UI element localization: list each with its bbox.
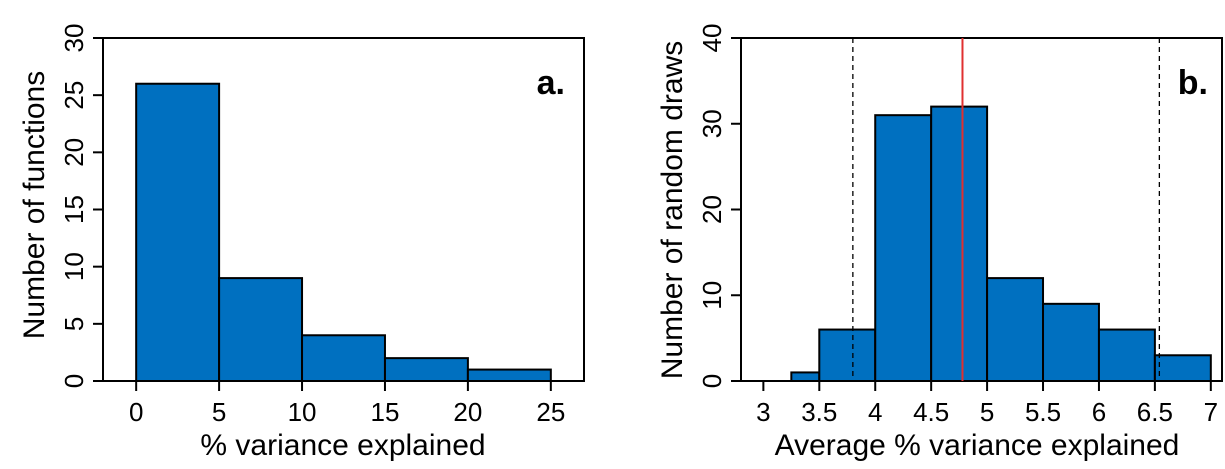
- x-tick-label-b-1: 3.5: [801, 397, 837, 427]
- y-tick-label-b-4: 40: [697, 24, 727, 53]
- bar-b-1: [790, 371, 821, 382]
- y-tick-label-b-0: 0: [697, 374, 727, 388]
- bar-b-3: [874, 114, 933, 383]
- x-tick-label-b-3: 4.5: [913, 397, 949, 427]
- y-tick-label-a-1: 5: [59, 317, 89, 331]
- histogram-b: b. Average % variance explained Number o…: [656, 24, 1223, 462]
- x-tick-label-b-2: 4: [868, 397, 882, 427]
- y-tick-label-b-1: 10: [697, 281, 727, 310]
- y-tick-label-a-2: 10: [59, 252, 89, 281]
- x-tick-label-b-7: 6.5: [1137, 397, 1173, 427]
- y-axis-label-b: Number of random draws: [656, 41, 689, 379]
- bar-a-1: [218, 277, 304, 383]
- x-tick-label-a-0: 0: [129, 397, 143, 427]
- x-tick-label-b-8: 7: [1204, 397, 1218, 427]
- x-tick-label-a-5: 25: [536, 397, 565, 427]
- y-tick-label-a-4: 20: [59, 138, 89, 167]
- bar-a-2: [301, 334, 386, 382]
- bar-b-5: [986, 277, 1045, 383]
- x-tick-label-a-3: 15: [371, 397, 400, 427]
- panel-label-b: b.: [1178, 64, 1208, 102]
- bar-b-2: [818, 328, 877, 382]
- x-tick-label-b-5: 5.5: [1025, 397, 1061, 427]
- x-axis-label-a: % variance explained: [200, 429, 485, 462]
- bar-a-0: [135, 82, 221, 382]
- x-tick-label-a-4: 20: [453, 397, 482, 427]
- y-axis-label-a: Number of functions: [18, 71, 51, 339]
- y-tick-label-a-3: 15: [59, 195, 89, 224]
- bar-b-6: [1042, 302, 1100, 383]
- bar-b-8: [1153, 354, 1212, 382]
- y-tick-label-a-0: 0: [59, 374, 89, 388]
- bar-a-3: [383, 357, 469, 382]
- x-tick-label-b-0: 3: [756, 397, 770, 427]
- x-axis-label-b: Average % variance explained: [775, 429, 1180, 462]
- x-tick-label-b-4: 5: [980, 397, 994, 427]
- histogram-a: a. % variance explained Number of functi…: [18, 24, 585, 462]
- y-tick-label-a-6: 30: [59, 24, 89, 53]
- bar-a-4: [466, 368, 552, 383]
- x-tick-label-b-6: 6: [1092, 397, 1106, 427]
- bar-b-7: [1097, 328, 1156, 382]
- x-tick-label-a-2: 10: [288, 397, 317, 427]
- y-tick-label-b-3: 30: [697, 109, 727, 138]
- y-tick-label-a-5: 25: [59, 81, 89, 110]
- y-tick-label-b-2: 20: [697, 195, 727, 224]
- bar-b-4: [930, 105, 989, 382]
- panel-label-a: a.: [537, 64, 565, 102]
- x-tick-label-a-1: 5: [212, 397, 226, 427]
